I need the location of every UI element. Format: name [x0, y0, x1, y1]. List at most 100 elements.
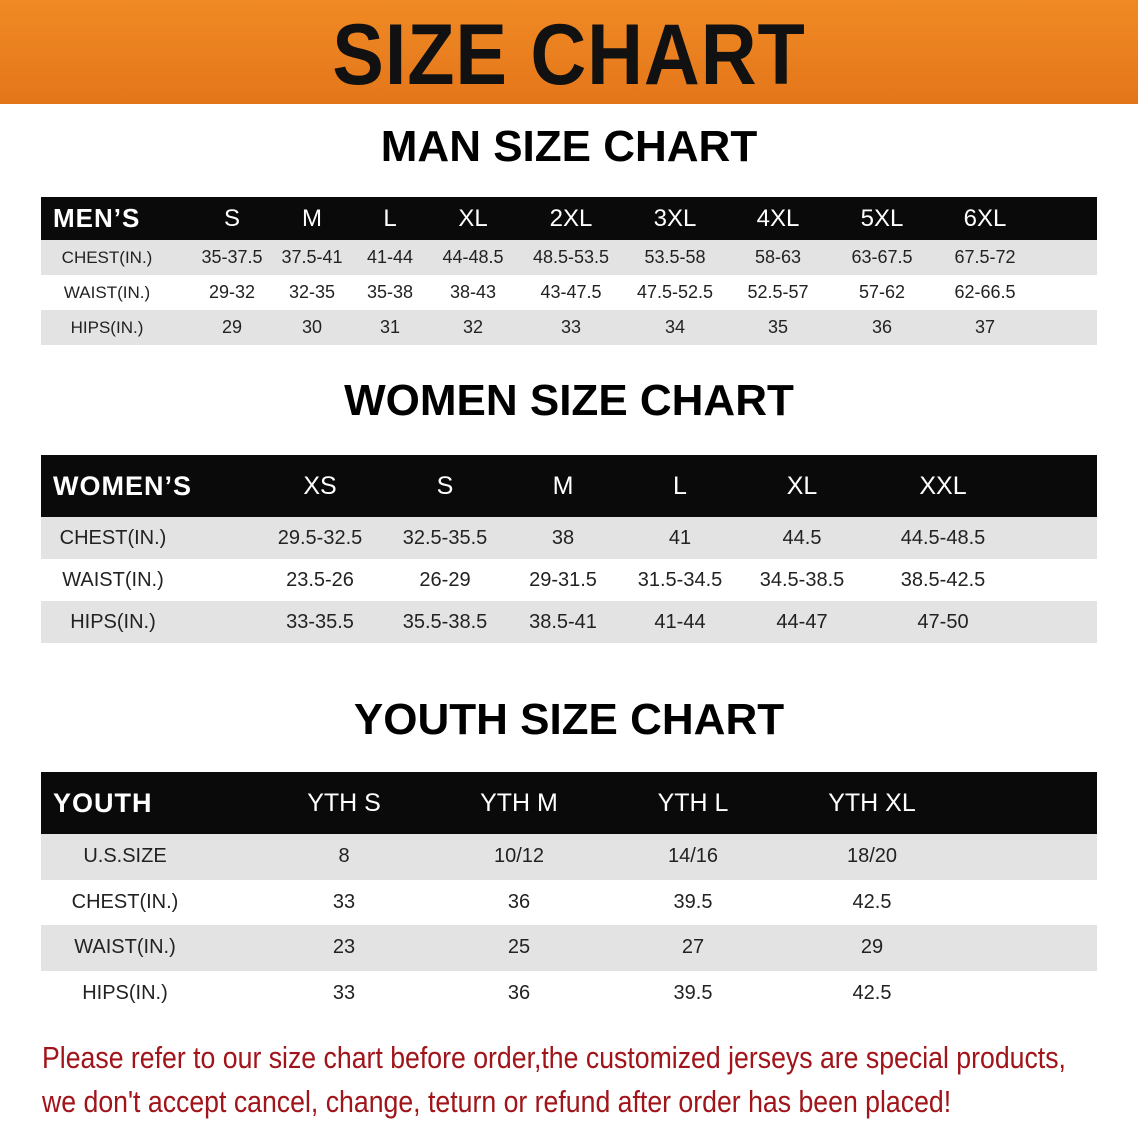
measurement-value: 58-63	[754, 247, 802, 267]
measurement-value: 36	[507, 981, 531, 1004]
measurement-value: 42.5	[852, 890, 892, 913]
measurement-value: 67.5-72	[954, 247, 1016, 267]
measurement-value: 35	[767, 317, 789, 337]
measurement-value: 38.5-41	[529, 610, 597, 633]
measurement-value: 57-62	[858, 282, 906, 302]
table-row: CHEST(IN.) 33 36 39.5 42.5	[41, 879, 1097, 925]
table-header-label: WOMEN’S	[53, 470, 192, 501]
women-size-table: WOMEN’S XS S M L XL XXL CHEST(IN.) 29.5-32.5 32.5…	[41, 455, 1097, 643]
table-row: WAIST(IN.) 29-32 32-35 35-38 38-43 43-47.5 47.…	[41, 275, 1097, 310]
size-column-header: YTH L	[657, 788, 729, 817]
table-header-label: YOUTH	[53, 787, 153, 818]
measurement-value: 52.5-57	[747, 282, 809, 302]
table-row: HIPS(IN.) 33-35.5 35.5-38.5 38.5-41 41-44 44-…	[41, 601, 1097, 643]
youth-size-table: YOUTH YTH S YTH M YTH L YTH XL U.S.SIZE 8 10/12…	[41, 772, 1097, 1016]
banner-title: SIZE CHART	[332, 7, 806, 103]
table-header-row: YOUTH YTH S YTH M YTH L YTH XL	[41, 772, 1097, 834]
table-row: WAIST(IN.) 23.5-26 26-29 29-31.5 31.5-34.5 34…	[41, 559, 1097, 601]
measurement-value: 53.5-58	[644, 247, 706, 267]
size-column-header: S	[223, 204, 241, 232]
measurement-label: CHEST(IN.)	[61, 247, 153, 267]
size-column-header: 6XL	[963, 204, 1007, 232]
notice-line-2: we don't accept cancel, change, teturn o…	[42, 1084, 952, 1119]
measurement-value: 38.5-42.5	[900, 568, 986, 591]
measurement-value: 42.5	[852, 981, 892, 1004]
size-column-header: YTH M	[480, 788, 558, 817]
measurement-value: 8	[338, 845, 350, 868]
measurement-value: 37	[974, 317, 996, 337]
size-column-header: 4XL	[756, 204, 800, 232]
measurement-label: CHEST(IN.)	[59, 526, 167, 549]
measurement-value: 31	[379, 317, 401, 337]
table-header-label: MEN’S	[53, 203, 141, 233]
measurement-value: 29.5-32.5	[277, 526, 363, 549]
size-column-header: M	[552, 471, 574, 500]
measurement-value: 41	[668, 526, 692, 549]
measurement-value: 27	[681, 936, 705, 959]
measurement-value: 18/20	[846, 845, 898, 868]
measurement-value: 32.5-35.5	[402, 526, 488, 549]
measurement-value: 32-35	[288, 282, 336, 302]
notice-line-1: Please refer to our size chart before or…	[42, 1040, 1066, 1075]
men-size-table: MEN’S S M L XL 2XL 3XL 4XL 5XL 6XL CHEST(IN.) 35-37…	[41, 197, 1097, 345]
measurement-label: HIPS(IN.)	[70, 317, 144, 337]
measurement-label: WAIST(IN.)	[74, 936, 176, 959]
measurement-value: 43-47.5	[540, 282, 602, 302]
table-row: HIPS(IN.) 29 30 31 32 33 34 35 36 37	[41, 310, 1097, 345]
size-column-header: S	[436, 471, 454, 500]
measurement-value: 25	[507, 936, 531, 959]
table-row: CHEST(IN.) 35-37.5 37.5-41 41-44 44-48.5 48.5…	[41, 240, 1097, 275]
measurement-value: 47-50	[917, 610, 969, 633]
measurement-value: 29-31.5	[529, 568, 597, 591]
measurement-value: 34.5-38.5	[759, 568, 845, 591]
table-row: WAIST(IN.) 23 25 27 29	[41, 925, 1097, 971]
measurement-label: HIPS(IN.)	[82, 981, 168, 1004]
table-row: HIPS(IN.) 33 36 39.5 42.5	[41, 970, 1097, 1016]
size-column-header: XS	[303, 471, 337, 500]
size-column-header: M	[302, 204, 322, 232]
table-row: U.S.SIZE 8 10/12 14/16 18/20	[41, 834, 1097, 880]
size-column-header: XL	[458, 204, 488, 232]
size-column-header: XXL	[919, 471, 967, 500]
size-column-header: L	[383, 204, 397, 232]
measurement-value: 63-67.5	[851, 247, 913, 267]
measurement-value: 31.5-34.5	[637, 568, 723, 591]
measurement-value: 38-43	[449, 282, 497, 302]
size-column-header: 2XL	[549, 204, 593, 232]
size-column-header: L	[673, 471, 687, 500]
measurement-value: 30	[301, 317, 323, 337]
measurement-value: 35-37.5	[201, 247, 263, 267]
measurement-value: 44.5-48.5	[900, 526, 986, 549]
measurement-value: 10/12	[493, 845, 545, 868]
measurement-value: 14/16	[667, 845, 719, 868]
women-section-title: WOMEN SIZE CHART	[344, 376, 794, 425]
measurement-value: 34	[664, 317, 686, 337]
measurement-value: 36	[507, 890, 531, 913]
measurement-value: 33	[560, 317, 582, 337]
measurement-value: 39.5	[673, 890, 713, 913]
measurement-value: 35-38	[366, 282, 414, 302]
table-row: CHEST(IN.) 29.5-32.5 32.5-35.5 38 41 44.5 44.5…	[41, 517, 1097, 559]
banner: SIZE CHART	[0, 0, 1138, 104]
size-column-header: 5XL	[860, 204, 904, 232]
measurement-value: 41-44	[654, 610, 706, 633]
measurement-value: 37.5-41	[281, 247, 343, 267]
measurement-value: 23.5-26	[286, 568, 354, 591]
measurement-value: 38	[551, 526, 575, 549]
measurement-value: 41-44	[366, 247, 414, 267]
measurement-value: 44.5	[782, 526, 822, 549]
measurement-label: WAIST(IN.)	[62, 568, 164, 591]
measurement-value: 26-29	[419, 568, 471, 591]
measurement-value: 29	[860, 936, 884, 959]
measurement-value: 33	[332, 981, 356, 1004]
measurement-value: 29	[221, 317, 243, 337]
measurement-value: 29-32	[208, 282, 256, 302]
size-column-header: YTH S	[307, 788, 381, 817]
measurement-value: 47.5-52.5	[636, 282, 714, 302]
men-section-title: MAN SIZE CHART	[380, 122, 758, 171]
measurement-label: HIPS(IN.)	[70, 610, 156, 633]
measurement-label: CHEST(IN.)	[71, 890, 179, 913]
measurement-value: 35.5-38.5	[402, 610, 488, 633]
measurement-label: WAIST(IN.)	[63, 282, 151, 302]
measurement-value: 44-47	[776, 610, 828, 633]
